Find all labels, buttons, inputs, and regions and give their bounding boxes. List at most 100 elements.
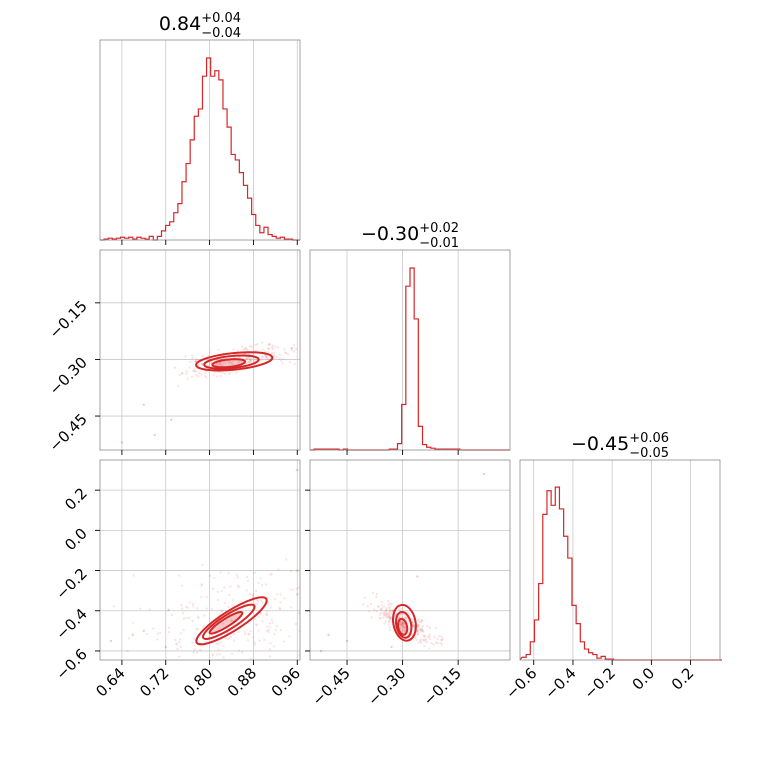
sample-point [369,602,373,606]
sample-point [204,372,207,375]
title-error-minus: −0.05 [629,446,669,461]
sample-point [250,360,253,363]
title-value: 0.84 [159,13,201,35]
sample-point [205,595,208,599]
y-tick-label: −0.30 [46,354,91,399]
sample-point [132,574,135,577]
sample-point [363,596,367,600]
sample-point [403,629,406,632]
sample-point [435,637,439,640]
sample-point [253,643,256,646]
sample-point [201,563,204,567]
sample-point [175,643,179,646]
sample-point [204,375,207,378]
sample-point [182,629,185,632]
sample-point [240,345,244,349]
sample-point [142,629,146,633]
sample-point [237,356,240,359]
sample-point [403,616,407,620]
sample-point [420,618,424,622]
sample-point [417,619,420,622]
sample-point [265,629,268,633]
sample-point [255,623,259,627]
sample-point [279,593,282,596]
sample-point [408,613,411,616]
sample-point [401,624,405,628]
sample-point [192,605,195,608]
sample-point [178,640,181,644]
sample-point [252,636,255,639]
sample-point [214,371,217,374]
sample-point [208,362,212,365]
sample-point [221,371,224,374]
title-error-plus: +0.06 [629,431,669,446]
sample-point [109,639,113,643]
sample-point [269,642,272,645]
sample-point [383,614,387,617]
sample-point [255,602,258,606]
sample-point [237,630,240,634]
sample-point [368,610,371,613]
sample-point [223,372,227,376]
histogram-panel-3: −0.45+0.06−0.05 [519,431,722,665]
sample-point [232,348,235,351]
sample-point [195,651,199,654]
sample-point [434,641,438,644]
sample-point [401,621,404,624]
sample-point [222,644,225,648]
sample-point [378,613,381,616]
sample-point [190,354,194,357]
sample-point [238,600,242,604]
sample-point [261,620,264,623]
sample-point [283,597,286,600]
sample-point [428,633,431,636]
sample-point [389,616,392,620]
sample-point [258,361,261,365]
sample-point [438,634,441,638]
sample-point [391,609,394,612]
sample-point [387,620,391,623]
y-tick-label: −0.4 [52,605,90,643]
sample-point [222,656,225,659]
sample-point [178,655,181,658]
sample-point [388,628,392,632]
sample-point [403,626,407,630]
sample-point [388,611,391,614]
sample-point [402,628,406,632]
sample-point [191,619,194,623]
sample-point [176,647,179,651]
sample-point [430,641,433,645]
sample-point [177,385,180,388]
y-tick-label: −0.2 [52,565,90,603]
sample-point [195,627,198,631]
sample-point [380,604,384,607]
sample-point [228,593,231,597]
sample-point [200,362,203,366]
sample-point [213,576,216,579]
sample-point [290,348,294,352]
sample-point [148,608,151,611]
sample-point [272,645,276,648]
sample-point [265,356,268,359]
sample-point [294,622,298,626]
sample-point [179,632,183,635]
sample-point [270,346,274,349]
sample-point [247,633,251,636]
contour-panel-1: −0.15 −0.30 −0.45 [46,249,301,455]
sample-point [440,638,443,642]
sample-point [142,403,146,406]
sample-point [257,615,260,619]
x-tick-label: −0.30 [364,664,409,709]
sample-point [390,603,393,606]
sample-point [267,601,270,604]
sample-point [319,649,323,653]
sample-point [380,608,383,611]
sample-point [251,593,255,596]
sample-point [405,616,408,619]
sample-point [185,370,189,373]
sample-point [261,359,264,362]
x-tick-label: −0.4 [541,664,579,702]
sample-point [261,355,264,358]
sample-point [229,585,232,588]
sample-point [423,634,427,638]
